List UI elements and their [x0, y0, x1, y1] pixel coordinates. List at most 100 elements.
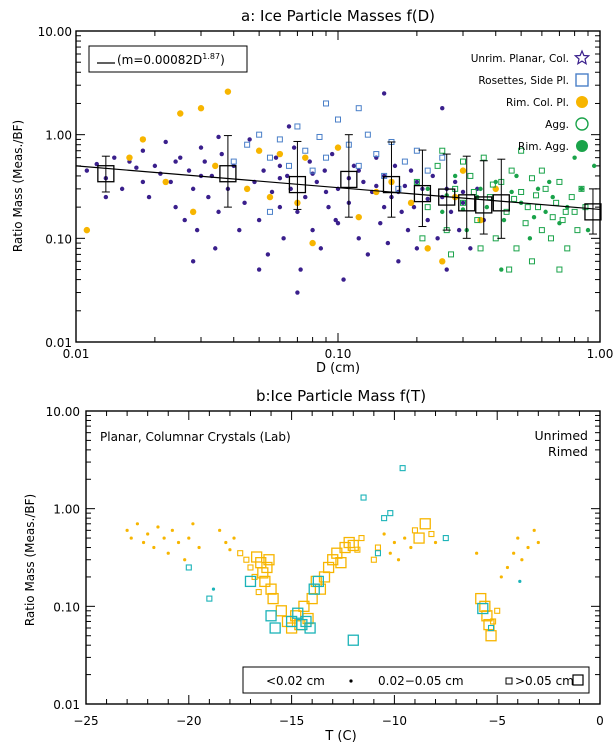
- data-point: [424, 245, 431, 252]
- data-point: [419, 518, 431, 530]
- data-point: [568, 194, 575, 201]
- binned-mean-marker: [492, 194, 510, 212]
- data-point: [176, 540, 181, 545]
- data-point: [351, 163, 357, 169]
- data-point: [373, 151, 380, 158]
- data-point: [140, 179, 146, 185]
- data-point: [490, 618, 497, 625]
- data-point: [189, 208, 197, 216]
- x-tick-label: −10: [382, 714, 407, 728]
- legend-label: Agg.: [545, 119, 569, 131]
- data-point: [532, 528, 536, 532]
- y-tick-label: 1.00: [45, 129, 72, 143]
- data-point: [538, 227, 545, 234]
- data-point: [531, 214, 537, 220]
- data-point: [343, 536, 355, 549]
- data-point: [387, 510, 394, 517]
- data-point: [460, 199, 467, 206]
- data-point: [508, 167, 515, 174]
- data-point: [326, 204, 331, 210]
- data-point: [512, 551, 516, 555]
- data-point: [323, 100, 330, 107]
- data-point: [112, 155, 117, 160]
- data-point: [480, 154, 487, 161]
- data-point: [396, 558, 401, 562]
- data-point: [533, 192, 540, 199]
- legend-marker: [575, 117, 589, 131]
- size-key-label: <0.02 cm: [266, 674, 325, 688]
- data-point: [503, 208, 510, 215]
- data-point: [103, 194, 109, 200]
- data-point: [194, 227, 200, 233]
- data-point: [310, 227, 315, 233]
- data-point: [277, 163, 283, 169]
- data-point: [255, 147, 263, 154]
- y-tick-label: 0.01: [45, 336, 72, 350]
- legend-label: Rosettes, Side Pl.: [478, 75, 569, 87]
- data-point: [190, 186, 196, 192]
- data-point: [244, 575, 257, 588]
- data-point: [134, 165, 139, 170]
- data-point: [440, 106, 445, 111]
- data-point: [302, 147, 309, 154]
- x-tick-label: 0.10: [325, 347, 352, 361]
- x-tick-label: 0: [596, 714, 604, 728]
- data-point: [129, 536, 133, 540]
- data-point: [381, 204, 387, 210]
- data-point: [579, 186, 584, 192]
- data-point: [452, 173, 458, 179]
- data-point: [292, 607, 304, 619]
- data-point: [259, 575, 271, 588]
- data-point: [185, 564, 192, 571]
- data-point: [168, 179, 173, 185]
- data-point: [477, 245, 484, 252]
- data-point: [166, 551, 170, 555]
- data-point: [125, 528, 129, 532]
- panel-a-ylabel: Ratio Mass (Meas./BF): [11, 120, 25, 252]
- data-point: [237, 550, 244, 557]
- data-point: [156, 525, 160, 529]
- data-point: [499, 575, 503, 579]
- y-tick-label: 0.10: [45, 232, 72, 246]
- data-point: [250, 551, 263, 563]
- legend-label: Unrimed: [535, 428, 589, 443]
- data-point: [285, 162, 292, 169]
- data-point: [411, 204, 417, 210]
- data-point: [316, 133, 323, 140]
- data-point: [516, 536, 520, 540]
- data-point: [267, 592, 279, 605]
- y-tick-label: 10.00: [38, 25, 72, 39]
- data-point: [310, 171, 315, 176]
- data-point: [543, 209, 548, 215]
- data-point: [448, 209, 454, 215]
- data-point: [459, 167, 467, 174]
- binned-mean-marker: [340, 170, 358, 189]
- data-point: [308, 583, 320, 595]
- size-key-marker: [349, 679, 353, 683]
- data-point: [84, 168, 90, 173]
- data-point: [247, 564, 254, 571]
- data-point: [411, 527, 419, 534]
- data-point: [413, 178, 420, 185]
- data-point: [285, 173, 290, 179]
- data-point: [557, 220, 562, 226]
- legend-label: Unrim. Planar, Col.: [471, 53, 569, 65]
- data-point: [499, 267, 504, 272]
- data-point: [527, 236, 533, 241]
- data-point: [224, 540, 228, 545]
- data-point: [562, 208, 569, 215]
- panel-b-frame: [85, 410, 601, 705]
- data-point: [396, 259, 401, 264]
- data-point: [444, 267, 449, 272]
- data-point: [361, 179, 366, 185]
- data-point: [294, 123, 301, 130]
- data-point: [528, 175, 535, 182]
- data-point: [460, 158, 467, 165]
- data-point: [475, 551, 479, 555]
- data-point: [556, 178, 563, 185]
- data-point: [141, 540, 146, 545]
- data-point: [314, 179, 319, 185]
- data-point: [304, 622, 316, 634]
- data-point: [119, 186, 125, 192]
